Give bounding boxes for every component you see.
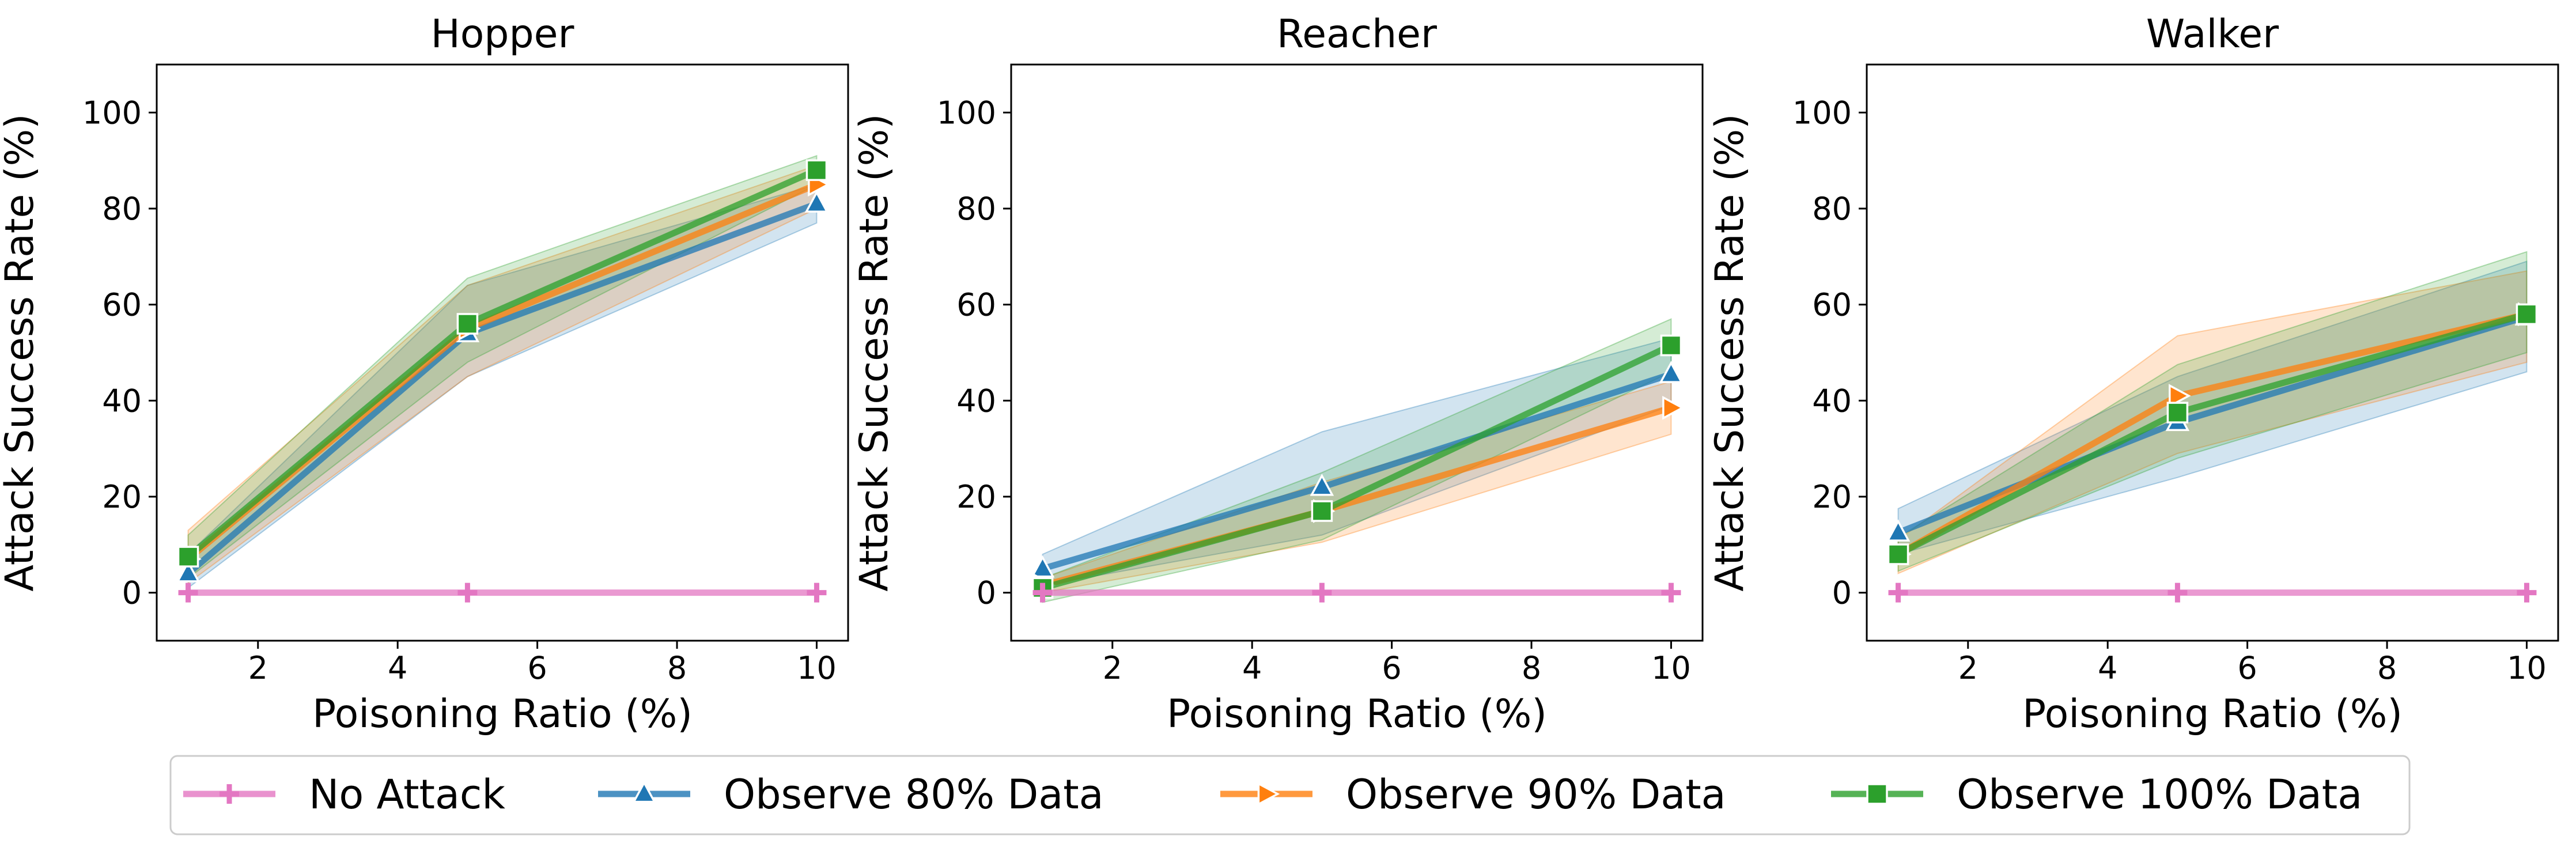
subplot-title: Reacher xyxy=(1277,12,1437,57)
x-tick-label: 4 xyxy=(1242,650,1262,686)
y-axis-label: Attack Success Rate (%) xyxy=(1707,114,1753,591)
y-tick-label: 0 xyxy=(977,575,996,611)
legend-item-observe-100-data: Observe 100% Data xyxy=(1831,771,2362,818)
axes-frame xyxy=(1010,63,1704,642)
y-tick-label: 40 xyxy=(102,383,142,419)
axes-frame xyxy=(156,63,849,642)
x-axis-label: Poisoning Ratio (%) xyxy=(312,691,693,737)
y-tick-label: 100 xyxy=(1792,94,1852,131)
point-observe-100-data-x5 xyxy=(1311,500,1333,522)
subplot-title: Walker xyxy=(2146,12,2279,57)
y-tick-label: 20 xyxy=(102,479,142,515)
x-tick-label: 8 xyxy=(1522,650,1541,686)
point-no-attack-x1 xyxy=(1032,583,1053,603)
point-no-attack-x5 xyxy=(457,583,478,603)
point-observe-80-data-x1 xyxy=(1886,519,1911,542)
legend-marker xyxy=(1866,783,1888,805)
x-axis-label: Poisoning Ratio (%) xyxy=(2022,691,2403,737)
y-tick-label: 60 xyxy=(1812,287,1852,323)
point-no-attack-x1 xyxy=(178,583,198,603)
y-tick-label: 80 xyxy=(956,191,996,227)
x-tick-label: 10 xyxy=(1651,650,1691,686)
point-observe-100-data-x10 xyxy=(805,159,828,181)
point-observe-80-data-x5 xyxy=(1310,474,1334,496)
y-axis-label: Attack Success Rate (%) xyxy=(0,114,43,591)
y-tick-label: 40 xyxy=(956,383,996,419)
point-observe-100-data-x10 xyxy=(1660,334,1682,357)
x-tick-label: 4 xyxy=(388,650,407,686)
x-tick-label: 2 xyxy=(1103,650,1122,686)
y-tick-label: 100 xyxy=(937,94,996,131)
x-axis-label: Poisoning Ratio (%) xyxy=(1167,691,1547,737)
point-observe-100-data-x5 xyxy=(456,313,479,335)
point-observe-100-data-x5 xyxy=(2166,402,2189,423)
legend-marker xyxy=(632,780,656,803)
point-observe-100-data-x1 xyxy=(177,546,199,568)
point-observe-80-data-x10 xyxy=(1659,361,1684,383)
legend-item-observe-80-data: Observe 80% Data xyxy=(598,771,1104,818)
y-tick-label: 0 xyxy=(122,575,142,611)
y-axis-label: Attack Success Rate (%) xyxy=(852,114,897,591)
legend-label: Observe 100% Data xyxy=(1957,771,2362,818)
legend-item-observe-90-data: Observe 90% Data xyxy=(1220,771,1726,818)
point-observe-100-data-x10 xyxy=(2516,303,2538,326)
x-tick-label: 10 xyxy=(2507,650,2547,686)
legend-label: Observe 80% Data xyxy=(724,771,1104,818)
y-tick-label: 40 xyxy=(1812,383,1852,419)
legend-item-no-attack: No Attack xyxy=(183,771,505,818)
y-tick-label: 0 xyxy=(1832,575,1852,611)
y-tick-label: 60 xyxy=(102,287,142,323)
point-no-attack-x10 xyxy=(1661,583,1681,603)
point-observe-100-data-x1 xyxy=(1887,543,1909,565)
y-tick-label: 20 xyxy=(956,479,996,515)
y-tick-label: 80 xyxy=(1812,191,1852,227)
point-observe-80-data-x10 xyxy=(804,190,829,213)
legend: No Attack Observe 80% Data Observe 90% Dat… xyxy=(169,755,2411,835)
point-observe-90-data-x5 xyxy=(2169,384,2191,408)
x-tick-label: 6 xyxy=(527,650,547,686)
x-tick-label: 6 xyxy=(1382,650,1401,686)
point-no-attack-x5 xyxy=(1312,583,1332,603)
x-tick-label: 2 xyxy=(248,650,268,686)
legend-label: Observe 90% Data xyxy=(1346,771,1726,818)
x-tick-label: 6 xyxy=(2237,650,2257,686)
legend-label: No Attack xyxy=(309,771,505,818)
point-no-attack-x10 xyxy=(2517,583,2537,603)
point-no-attack-x1 xyxy=(1888,583,1908,603)
point-observe-80-data-x1 xyxy=(1030,555,1055,578)
point-observe-90-data-x10 xyxy=(1662,396,1685,420)
x-tick-label: 8 xyxy=(667,650,687,686)
x-tick-label: 4 xyxy=(2098,650,2117,686)
point-no-attack-x10 xyxy=(807,583,827,603)
legend-marker xyxy=(220,784,239,804)
y-tick-label: 100 xyxy=(82,94,142,131)
y-tick-label: 60 xyxy=(956,287,996,323)
x-tick-label: 8 xyxy=(2377,650,2397,686)
axes-frame xyxy=(1866,63,2559,642)
y-tick-label: 80 xyxy=(102,191,142,227)
x-tick-label: 10 xyxy=(797,650,837,686)
subplot-title: Hopper xyxy=(431,12,574,57)
x-tick-label: 2 xyxy=(1958,650,1978,686)
point-no-attack-x5 xyxy=(2168,583,2188,603)
point-observe-80-data-x1 xyxy=(176,560,201,583)
y-tick-label: 20 xyxy=(1812,479,1852,515)
legend-marker xyxy=(1257,782,1280,806)
band-observe-90-data xyxy=(1897,270,2528,574)
